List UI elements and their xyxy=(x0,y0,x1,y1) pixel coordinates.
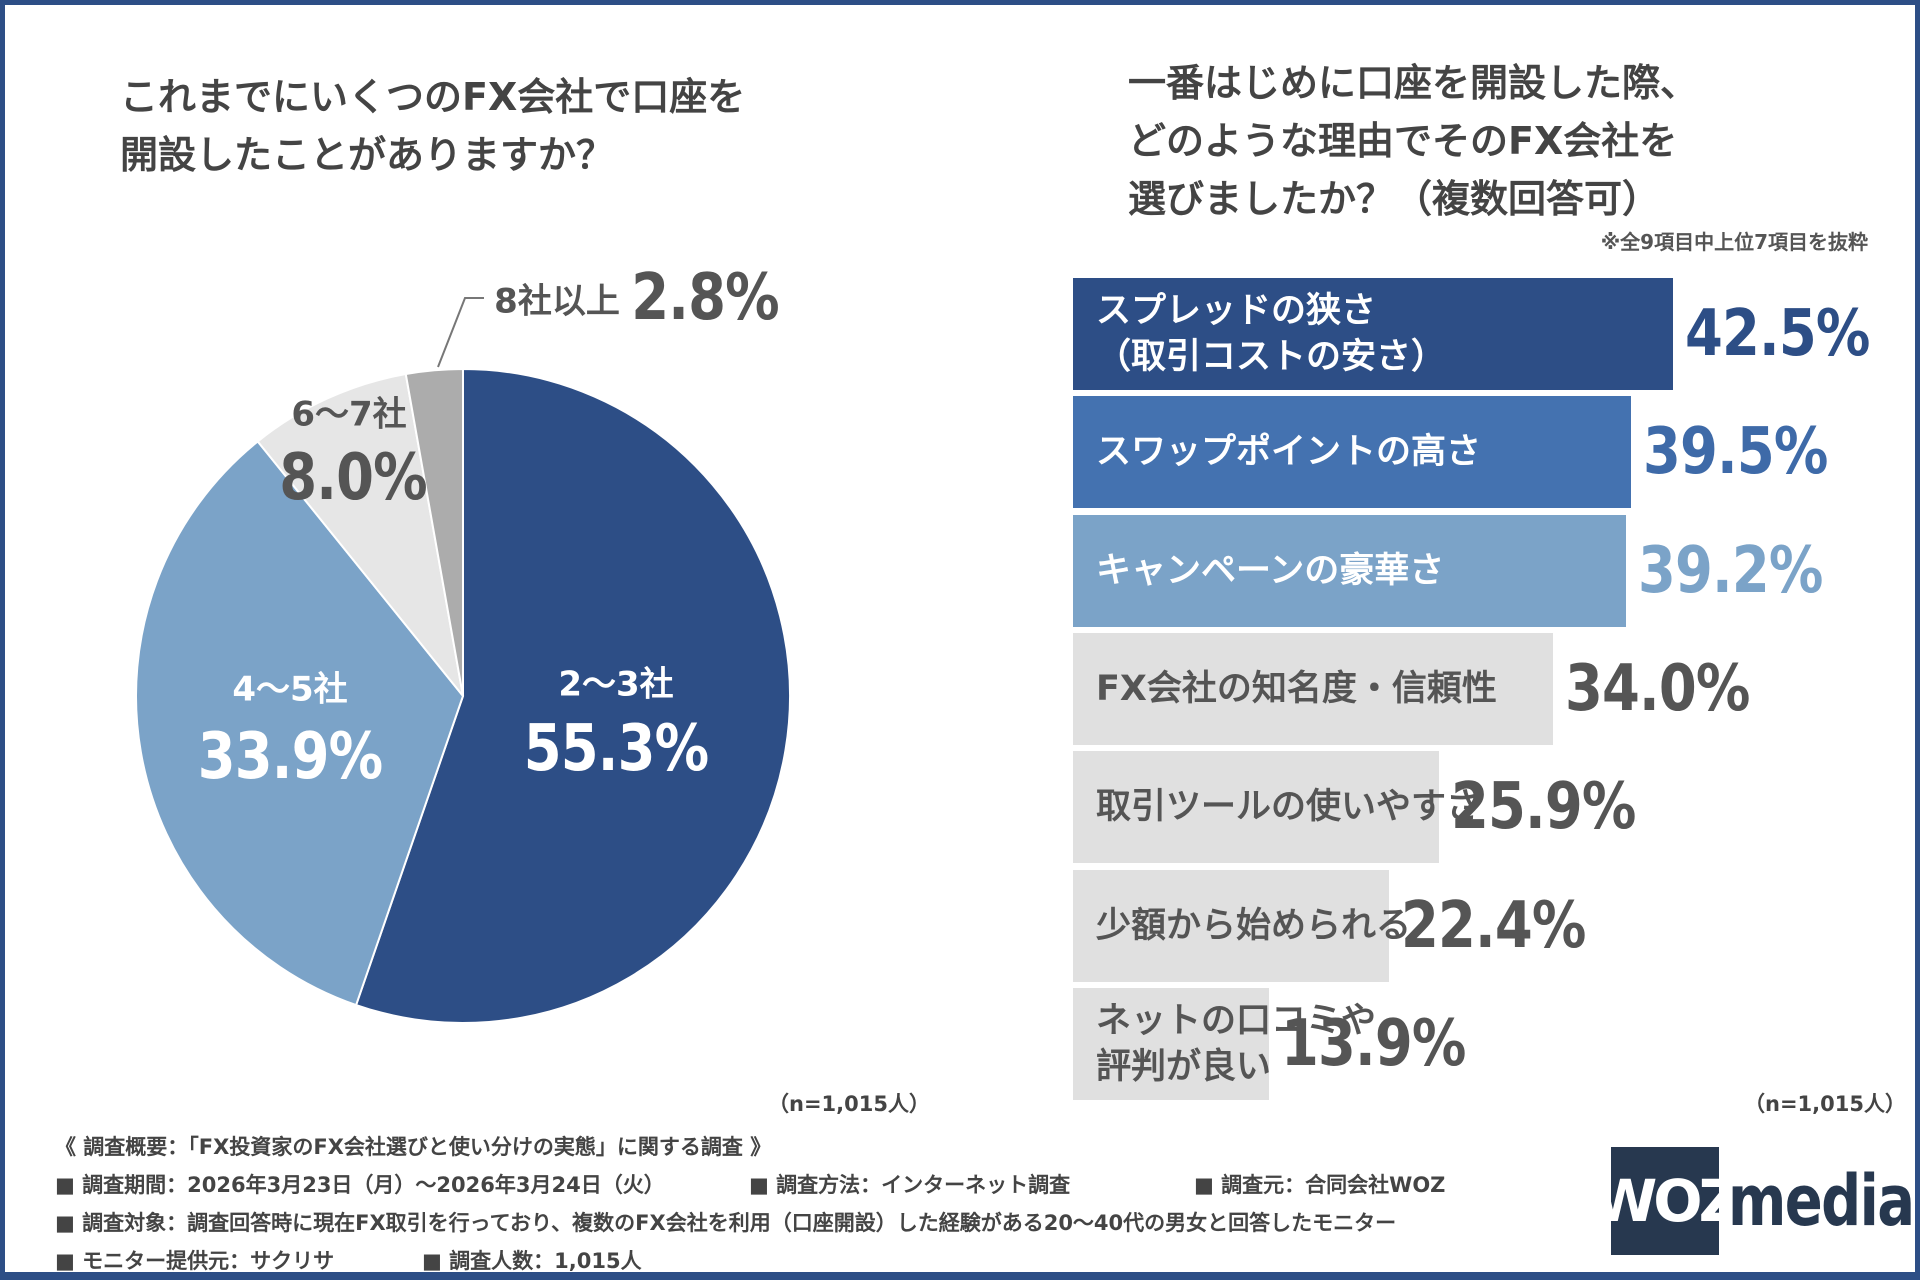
survey-target: ■ 調査対象：調査回答時に現在FX取引を行っており、複数のFX会社を利用（口座開… xyxy=(55,1211,1397,1235)
survey-count: ■ 調査人数：1,015人 xyxy=(422,1249,642,1273)
pie-title-line: これまでにいくつのFX会社で口座を xyxy=(120,75,746,119)
pie-value-label: 8.0% xyxy=(279,441,427,515)
pie-slice xyxy=(256,372,464,697)
pie-slice xyxy=(354,367,791,1024)
leader-line xyxy=(437,297,484,368)
woz-logo-text: media xyxy=(1728,1160,1915,1242)
bar-value-label: 34.0% xyxy=(1565,651,1750,726)
pie-category-label: 4〜5社 xyxy=(232,669,348,710)
bar xyxy=(1073,632,1553,745)
pie-value-label: 55.3% xyxy=(523,712,709,786)
bar-title-line: 一番はじめに口座を開設した際、 xyxy=(1128,61,1699,105)
pie-category-label: 6〜7社 xyxy=(291,394,407,435)
bar-value-label: 39.2% xyxy=(1638,533,1823,608)
survey-provider: ■ モニター提供元：サクリサ xyxy=(55,1249,335,1273)
bar-value-label: 42.5% xyxy=(1685,297,1870,371)
survey-source: ■ 調査元：合同会社WOZ xyxy=(1194,1173,1446,1197)
woz-logo-box: WOZ xyxy=(1593,1147,1741,1255)
bar-category-label: ネットの口コミや 評判が良い xyxy=(1096,1000,1377,1087)
pie-value-label: 33.9% xyxy=(197,720,383,794)
bar-value-label: 39.5% xyxy=(1642,415,1828,490)
bar-note: ※全9項目中上位7項目を抜粋 xyxy=(1600,230,1868,254)
pie-sample-size: （n=1,015人） xyxy=(768,1092,930,1116)
bar-category-label: スワップポイントの高さ xyxy=(1096,432,1482,473)
pie-chart-title: これまでにいくつのFX会社で口座を 開設したことがありますか？ xyxy=(120,68,745,184)
pie-slice xyxy=(135,440,465,1007)
bar-chart-title: 一番はじめに口座を開設した際、 どのような理由でそのFX会社を 選びましたか？（… xyxy=(1128,54,1698,228)
pie-slice xyxy=(404,367,464,697)
survey-method: ■ 調査方法：インターネット調査 xyxy=(749,1173,1071,1197)
bar-category-label: 取引ツールの使いやすさ xyxy=(1096,787,1482,828)
pie-category-label: 8社以上 xyxy=(494,281,620,322)
bar-value-label: 22.4% xyxy=(1401,888,1586,963)
bar xyxy=(1073,396,1631,509)
bar-title-line: どのような理由でそのFX会社を xyxy=(1128,119,1678,163)
bar xyxy=(1073,987,1270,1100)
pie-title-line: 開設したことがありますか？ xyxy=(120,133,615,177)
bar-category-label: キャンペーンの豪華さ xyxy=(1096,550,1445,591)
bar xyxy=(1073,278,1673,390)
bar xyxy=(1073,869,1390,982)
bar-category-label: スプレッドの狭さ （取引コストの安さ） xyxy=(1096,291,1447,377)
bar-title-line: 選びましたか？（複数回答可） xyxy=(1128,177,1661,221)
bar xyxy=(1073,751,1439,864)
pie-category-label: 2〜3社 xyxy=(558,664,674,705)
bar-value-label: 25.9% xyxy=(1450,770,1636,845)
survey-heading: 《 調査概要：「FX投資家のFX会社選びと使い分けの実態」に関する調査 》 xyxy=(55,1135,772,1159)
bar xyxy=(1073,514,1627,627)
bar-value-label: 13.9% xyxy=(1281,1006,1466,1081)
bar-category-label: FX会社の知名度・信頼性 xyxy=(1096,668,1497,709)
survey-period: ■ 調査期間：2026年3月23日（月）〜2026年3月24日（火） xyxy=(55,1173,665,1197)
bar-category-label: 少額から始められる xyxy=(1096,905,1412,946)
pie-value-label: 2.8% xyxy=(631,261,779,335)
bar-sample-size: （n=1,015人） xyxy=(1744,1092,1906,1116)
